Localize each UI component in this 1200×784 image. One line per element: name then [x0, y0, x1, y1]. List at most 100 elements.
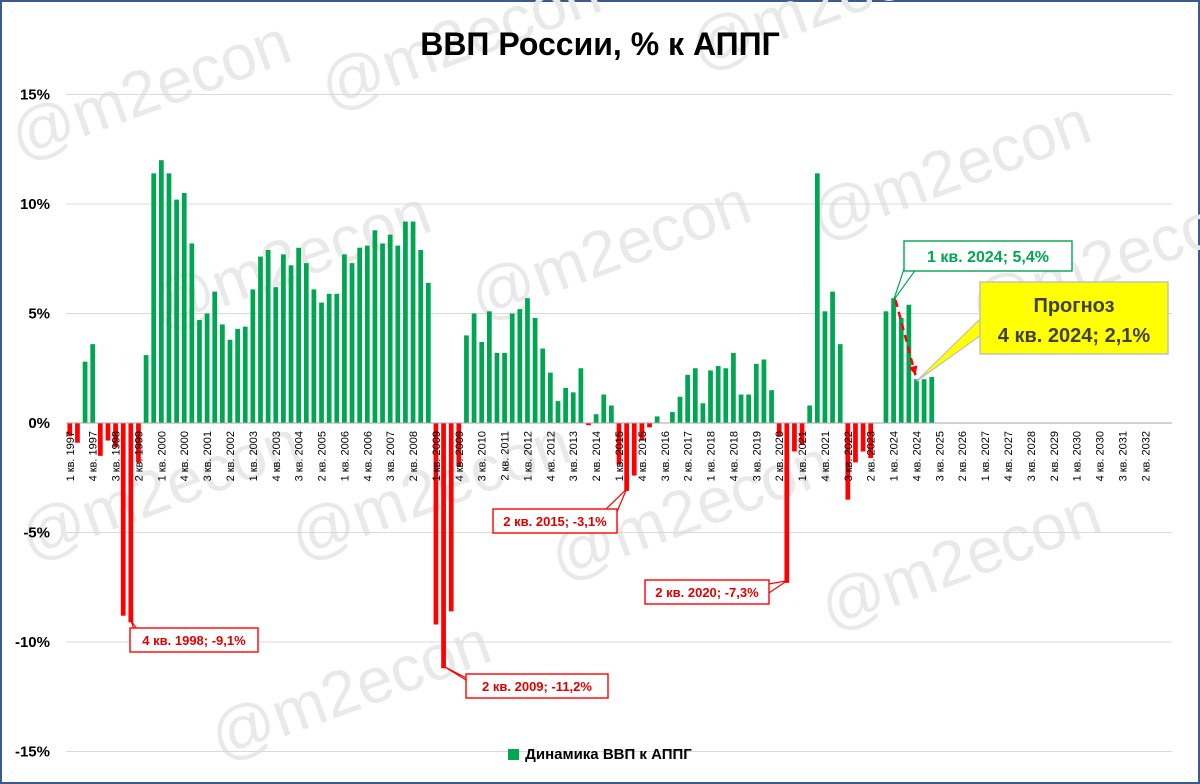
watermark-text: @m2econ [800, 85, 1100, 253]
bar [357, 247, 363, 423]
x-tick-label: 4 кв. 2027 [1003, 431, 1015, 481]
bar [731, 352, 736, 423]
bar [700, 403, 706, 423]
bar [563, 387, 568, 423]
callout-text: 2 кв. 2009; -11,2% [482, 679, 592, 694]
y-tick-label: 15% [20, 87, 50, 104]
chart-title: ВВП России, % к АППГ [420, 26, 780, 62]
bar [624, 423, 629, 491]
x-tick-label: 3 кв. 2022 [843, 431, 855, 481]
x-tick-label: 2 кв. 2020 [774, 431, 786, 481]
x-tick-label: 2 кв. 2032 [1140, 431, 1152, 481]
bar [578, 368, 584, 423]
forecast-arrow [894, 299, 917, 376]
bar [906, 304, 912, 423]
bar [601, 394, 607, 423]
x-tick-label: 4 кв. 2009 [454, 431, 466, 481]
x-tick-label: 3 кв. 2013 [568, 431, 580, 481]
x-tick-label: 1 кв. 2030 [1072, 431, 1084, 481]
bar [151, 173, 157, 423]
bar [723, 368, 729, 423]
x-axis: 1 кв. 1997 4 кв. 1997 3 кв. 1998 2 кв. 1999… [65, 422, 1172, 481]
bar [296, 247, 302, 423]
bar [258, 256, 263, 423]
legend-swatch [508, 749, 520, 760]
bar [97, 423, 103, 456]
bar [746, 394, 752, 423]
bar [181, 193, 187, 423]
bar [281, 254, 286, 423]
x-tick-label: 3 кв. 2004 [294, 431, 306, 481]
bar [334, 293, 340, 423]
bar [380, 243, 385, 423]
bar [395, 245, 401, 423]
bar [837, 344, 843, 423]
y-tick-label: 10% [20, 196, 50, 213]
bar [830, 291, 835, 423]
legend-label: Динамика ВВП к АППГ [525, 746, 692, 763]
bar [845, 423, 851, 500]
x-tick-label: 2 кв. 2023 [866, 431, 878, 481]
x-tick-label: 4 кв. 2018 [728, 431, 740, 481]
bar [128, 423, 134, 623]
bar-series [67, 160, 935, 669]
bar [342, 254, 347, 423]
bar [364, 245, 370, 423]
x-tick-label: 2 кв. 2017 [683, 431, 695, 481]
bar [197, 320, 202, 423]
x-tick-label: 2 кв. 2014 [591, 431, 603, 481]
watermark-text: @m2econ [280, 405, 580, 573]
x-tick-label: 3 кв. 2025 [934, 431, 946, 481]
bar [921, 379, 927, 423]
bar [517, 309, 523, 423]
bar [120, 423, 126, 616]
bar [303, 263, 309, 423]
x-tick-label: 1 кв. 2015 [614, 431, 626, 481]
x-tick-label: 4 кв. 2024 [911, 431, 923, 481]
bar [708, 370, 713, 423]
bar [418, 249, 424, 423]
bar [105, 423, 111, 441]
callout-box [903, 240, 1073, 272]
bar [174, 199, 179, 423]
forecast-arrow-head [908, 365, 918, 376]
y-tick-label: 5% [28, 306, 50, 323]
x-tick-label: 4 кв. 2003 [271, 431, 283, 481]
bar [753, 363, 759, 423]
bar [433, 423, 439, 625]
x-tick-label: 4 кв. 1997 [88, 431, 100, 481]
x-tick-label: 2 кв. 2011 [500, 431, 512, 481]
x-tick-label: 4 кв. 2006 [362, 431, 374, 481]
x-tick-label: 3 кв. 2007 [385, 431, 397, 481]
bar [891, 298, 896, 423]
bar [387, 234, 393, 423]
bar [692, 368, 698, 423]
bar [586, 423, 591, 426]
bar [738, 394, 744, 423]
bar [570, 392, 576, 423]
bar [814, 173, 820, 423]
x-tick-label: 2 кв. 2008 [408, 431, 420, 481]
x-tick-label: 4 кв. 2021 [820, 431, 832, 481]
annotation-layer: 4 кв. 1998; -9,1% 2 кв. 2009; -11,2% 2 кв.… [129, 240, 1169, 699]
bar [158, 160, 164, 423]
bar [143, 355, 149, 423]
bar [868, 423, 874, 459]
bar [593, 414, 599, 423]
callout-box [129, 627, 259, 653]
x-tick-label: 1 кв. 1997 [65, 431, 77, 481]
bar [616, 423, 622, 465]
x-tick-label: 1 кв. 2009 [431, 431, 443, 481]
bar [441, 423, 446, 669]
bar [685, 374, 691, 423]
y-axis: 15% 10% 5% 0% -5% -10% -15% [15, 87, 50, 761]
bar [212, 291, 218, 423]
bar [410, 221, 416, 423]
callout-text: Прогноз [1033, 295, 1114, 317]
x-tick-label: 3 кв. 2028 [1026, 431, 1038, 481]
bar [883, 311, 889, 423]
bar [113, 423, 118, 448]
bar [220, 324, 225, 423]
bar [525, 298, 530, 423]
